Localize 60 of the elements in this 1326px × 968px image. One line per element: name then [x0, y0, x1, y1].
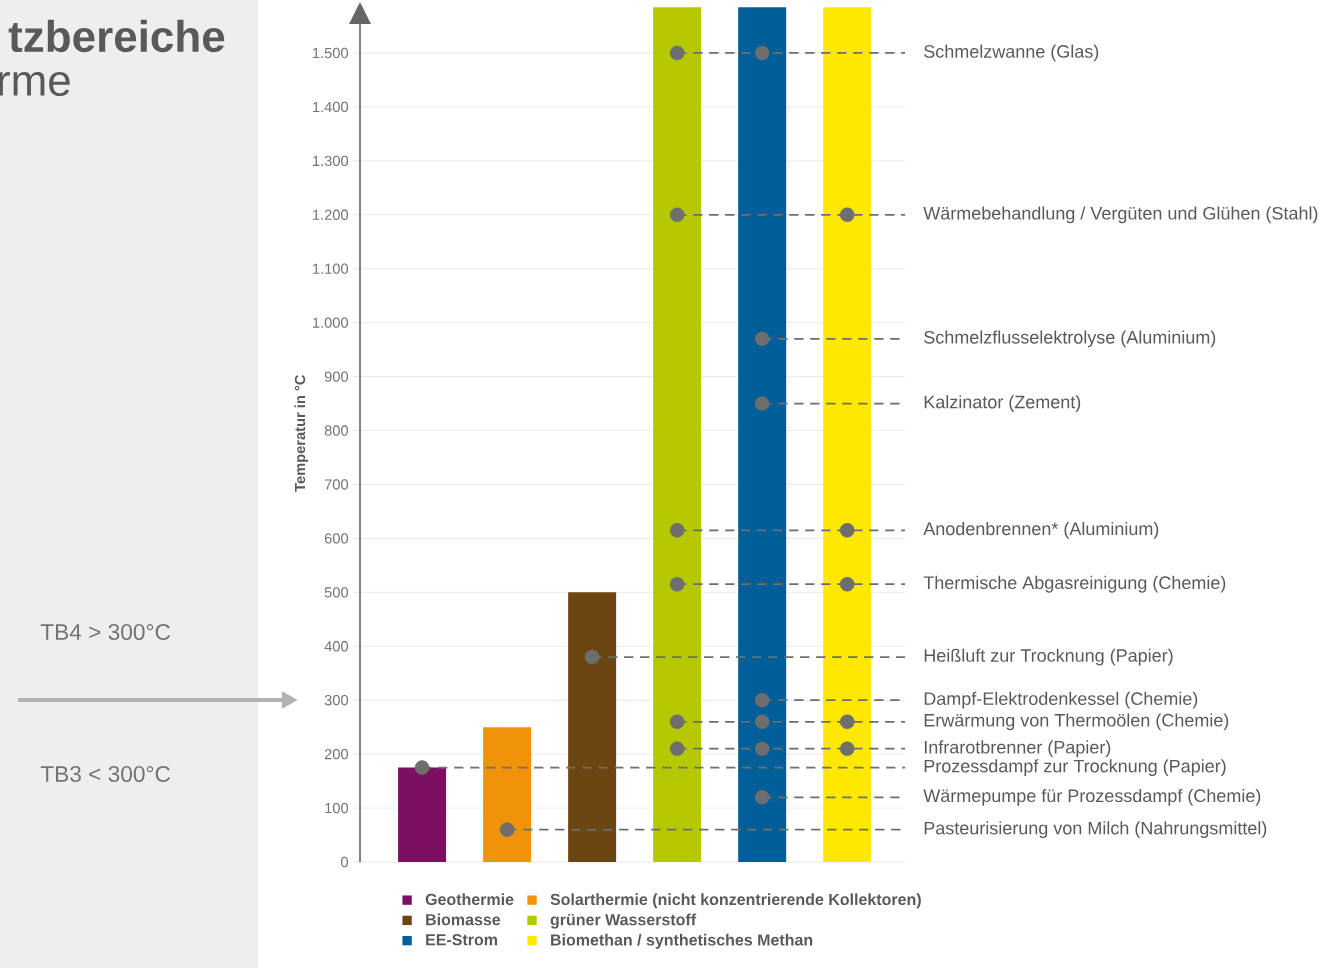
- y-tick-label: 400: [324, 641, 349, 652]
- y-tick-label: 1.300: [313, 155, 349, 167]
- point: [754, 45, 770, 61]
- point: [839, 576, 855, 592]
- ref-line-label: Infrarotbrenner (Papier): [924, 740, 1111, 758]
- legend-label: Biomethan / synthetisches Methan: [551, 933, 813, 949]
- chart-title: tzbereiche: [8, 19, 225, 53]
- legend-label: Solarthermie (nicht konzentrierende Kollektoren): [550, 893, 921, 909]
- text: TB3 < 300°C: [40, 765, 171, 783]
- y-tick-label: 200: [324, 748, 349, 760]
- ref-line-label: Wärmepumpe für Prozessdampf (Chemie): [923, 788, 1261, 806]
- y-tick-label: 800: [324, 425, 349, 436]
- point: [839, 207, 855, 223]
- point: [669, 523, 685, 538]
- legend-label: EE-Strom: [426, 934, 497, 946]
- ref-line-label: Prozessdampf zur Trocknung (Papier): [924, 759, 1226, 777]
- point: [839, 714, 855, 730]
- legend-label: Biomasse: [426, 913, 501, 926]
- y-axis-title: Temperatur in °C: [294, 375, 309, 492]
- point: [669, 714, 685, 730]
- y-tick-label: 300: [324, 695, 349, 706]
- point: [839, 741, 855, 757]
- point: [669, 576, 685, 592]
- point: [754, 790, 770, 805]
- legend-label: Geothermie: [425, 893, 514, 906]
- y-tick-label: 900: [324, 371, 349, 382]
- y-tick-label: 500: [324, 587, 349, 598]
- text: TB4 > 300°C: [40, 623, 171, 641]
- y-tick-label: 0: [341, 856, 349, 868]
- ref-line-label: Thermische Abgasreinigung (Chemie): [923, 575, 1226, 593]
- point: [839, 523, 855, 538]
- point: [754, 692, 770, 708]
- y-tick-label: 1.000: [313, 317, 349, 328]
- point: [754, 714, 770, 730]
- point: [754, 396, 770, 411]
- point: [754, 741, 770, 757]
- ref-line-label: Dampf-Elektrodenkessel (Chemie): [924, 691, 1198, 709]
- ref-line-label: Schmelzwanne (Glas): [924, 44, 1099, 62]
- point: [669, 45, 685, 61]
- point: [669, 207, 685, 223]
- y-tick-label: 1.400: [313, 101, 349, 113]
- point: [499, 822, 515, 837]
- point: [669, 741, 685, 757]
- point: [584, 649, 600, 665]
- ref-line-label: Wärmebehandlung / Vergüten und Glühen (Stahl): [923, 206, 1318, 224]
- legend-label: grüner Wasserstoff: [550, 913, 697, 929]
- y-tick-label: 1.200: [313, 209, 349, 220]
- ref-line-label: Erwärmung von Thermoölen (Chemie): [924, 713, 1229, 731]
- ref-line-label: Pasteurisierung von Milch (Nahrungsmittel): [924, 821, 1267, 839]
- point: [414, 760, 430, 775]
- y-tick-label: 600: [324, 533, 349, 544]
- y-tick-label: 1.500: [313, 47, 349, 59]
- ref-line-label: Heißluft zur Trocknung (Papier): [924, 648, 1173, 666]
- ref-line-label: Anodenbrennen* (Aluminium): [923, 521, 1159, 539]
- y-tick-label: 700: [324, 479, 349, 490]
- y-tick-label: 1.100: [313, 263, 349, 274]
- ref-line-label: Kalzinator (Zement): [924, 395, 1081, 412]
- point: [754, 331, 770, 347]
- ref-line-label: Schmelzflusselektrolyse (Aluminium): [924, 330, 1216, 348]
- y-tick-label: 100: [325, 802, 349, 814]
